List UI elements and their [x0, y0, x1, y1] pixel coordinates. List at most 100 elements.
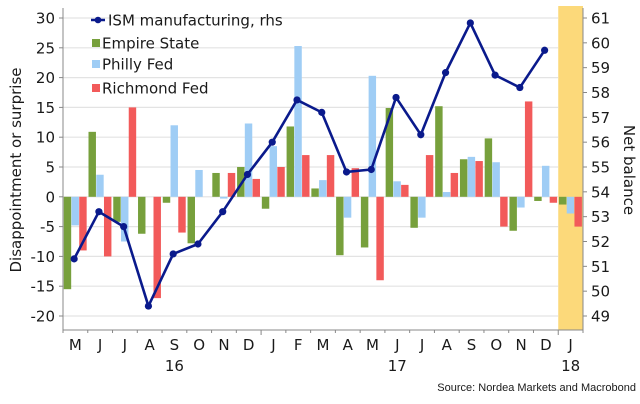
y-tick-label-right: 51: [591, 258, 610, 276]
bar-richmond-fed: [524, 101, 533, 197]
bar-empire-state: [63, 196, 72, 290]
ism-line: [72, 21, 546, 308]
y-tick-label-left: 10: [36, 129, 55, 147]
highlight-band-layer: [558, 6, 583, 330]
y-tick-label-left: 25: [36, 39, 55, 57]
bar-empire-state: [311, 188, 319, 197]
legend-label-ism: ISM manufacturing, rhs: [108, 12, 283, 30]
x-year-label: 17: [388, 357, 407, 375]
x-tick-label: M: [317, 336, 330, 354]
bar-empire-state: [459, 159, 468, 197]
ism-line-layer: [70, 19, 549, 310]
legend: ISM manufacturing, rhs Empire State Phil…: [91, 12, 283, 98]
ism-point: [466, 19, 474, 27]
bar-empire-state: [410, 196, 418, 228]
x-tick-label: S: [170, 336, 180, 354]
ism-point: [318, 108, 326, 116]
x-tick-label: J: [394, 336, 399, 354]
x-year-label: 18: [561, 357, 580, 375]
bar-philly-fed: [96, 174, 104, 197]
bar-philly-fed: [418, 196, 426, 218]
y-tick-label-left: 15: [36, 99, 55, 117]
ism-point: [144, 302, 153, 310]
bar-philly-fed: [541, 165, 550, 197]
bar-philly-fed: [294, 46, 302, 197]
legend-entry-philly: Philly Fed: [92, 56, 173, 74]
bar-richmond-fed: [500, 196, 508, 227]
x-tick-label: O: [490, 336, 502, 354]
ism-point: [417, 131, 425, 139]
bar-philly-fed: [319, 180, 327, 197]
bar-richmond-fed: [475, 161, 483, 197]
gridlines: [63, 17, 559, 317]
x-tick-label: D: [243, 336, 255, 354]
bar-empire-state: [187, 196, 195, 244]
y-axis-title-right: Net balance: [620, 125, 638, 215]
bar-richmond-fed: [252, 178, 260, 197]
bar-richmond-fed: [351, 168, 360, 197]
legend-label-empire: Empire State: [102, 35, 199, 53]
bar-empire-state: [88, 131, 96, 197]
legend-dot-marker-ism: [94, 16, 102, 24]
legend-swatch-philly: [92, 60, 100, 68]
y-axis-title-left: Disappointment or surprise: [7, 68, 25, 273]
ism-point: [541, 46, 549, 54]
ism-point: [169, 250, 177, 258]
bar-richmond-fed: [326, 155, 335, 197]
bar-philly-fed: [269, 146, 278, 197]
bar-empire-state: [360, 196, 369, 248]
bar-empire-state: [509, 196, 517, 231]
legend-entry-ism: ISM manufacturing, rhs: [91, 12, 283, 30]
legend-entry-empire: Empire State: [92, 35, 199, 53]
ism-point: [342, 168, 351, 176]
bar-richmond-fed: [401, 184, 409, 197]
ism-point: [120, 223, 128, 231]
x-tick-label: A: [442, 336, 453, 354]
ism-point: [95, 208, 103, 216]
tick-labels: 302520151050-5-10-15-2061605958575655545…: [31, 10, 611, 376]
bar-philly-fed: [343, 196, 352, 218]
bar-philly-fed: [170, 125, 178, 197]
bar-philly-fed: [195, 169, 203, 197]
bar-philly-fed: [244, 123, 253, 197]
bar-philly-fed: [467, 156, 476, 197]
ism-point: [243, 170, 252, 179]
x-tick-label: J: [97, 336, 102, 354]
legend-entry-richmond: Richmond Fed: [92, 80, 209, 98]
bar-philly-fed: [442, 192, 451, 197]
bar-philly-fed: [220, 196, 228, 199]
bar-philly-fed: [368, 75, 377, 197]
y-tick-label-left: 20: [36, 69, 55, 87]
x-tick-label: O: [193, 336, 205, 354]
bar-philly-fed: [517, 196, 525, 208]
legend-label-philly: Philly Fed: [102, 56, 173, 74]
bar-richmond-fed: [128, 107, 137, 197]
ism-point: [516, 83, 524, 92]
bar-richmond-fed: [79, 196, 87, 251]
ism-point: [219, 208, 227, 216]
x-tick-label: F: [294, 336, 303, 354]
y-tick-label-right: 53: [591, 208, 610, 226]
ism-point: [367, 165, 375, 174]
y-tick-label-left: 5: [45, 159, 55, 177]
y-tick-label-left: 30: [36, 10, 55, 28]
bars-layer: [63, 46, 582, 299]
ism-point: [268, 138, 276, 146]
bar-empire-state: [385, 107, 394, 197]
x-tick-label: A: [343, 336, 354, 354]
x-tick-label: D: [540, 336, 552, 354]
ism-point: [491, 71, 499, 79]
y-tick-label-left: -20: [31, 308, 56, 326]
bar-richmond-fed: [574, 196, 582, 227]
y-tick-label-left: -15: [31, 278, 56, 296]
y-tick-label-right: 54: [591, 183, 610, 201]
y-tick-label-right: 56: [591, 134, 610, 152]
bar-empire-state: [162, 196, 171, 203]
y-tick-label-right: 50: [591, 283, 610, 301]
y-tick-label-right: 61: [591, 10, 610, 28]
ism-point: [441, 69, 450, 77]
bar-richmond-fed: [376, 196, 384, 281]
bar-philly-fed: [492, 162, 500, 197]
bar-richmond-fed: [277, 167, 285, 197]
